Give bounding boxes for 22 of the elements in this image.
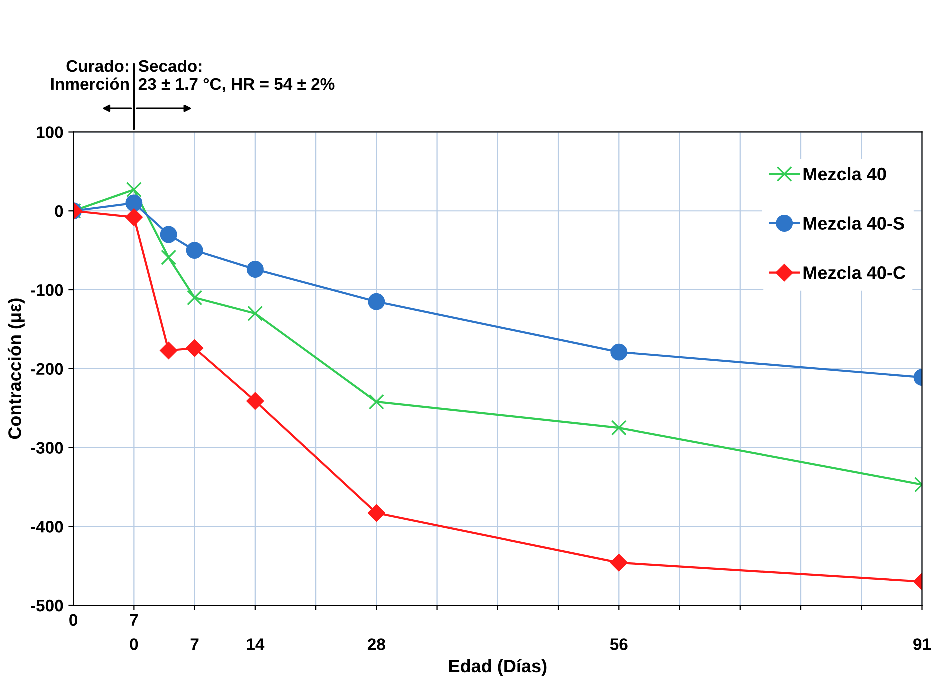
text: Secado: 23 ± 1.7 °C, HR = 54 ± 2% (138, 60, 335, 93)
legend-label: Mezcla 40-S (804, 216, 904, 230)
text: Curado: Inmerción (51, 60, 129, 90)
y-tick-label: -300 (31, 442, 64, 454)
y-axis-title: Contracción (με) (8, 298, 25, 440)
legend-label: Mezcla 40 (804, 167, 886, 181)
y-tick-label: -200 (31, 363, 64, 376)
y-tick-label: -100 (31, 284, 64, 296)
y-tick-label: 0 (55, 206, 64, 218)
x-axis-title: Edad (Días) (449, 659, 547, 676)
y-tick-label: -500 (31, 600, 64, 612)
x-tick-label: 56 (610, 638, 628, 650)
x-tick-label: 91 (914, 638, 932, 650)
x2-tick-label: 7 (130, 614, 138, 626)
x-tick-label: 7 (190, 638, 199, 650)
legend-label: Mezcla 40-C (804, 266, 906, 280)
x2-tick-label: 0 (70, 614, 78, 626)
x-tick-label: 14 (247, 638, 265, 650)
x-tick-label: 0 (130, 638, 138, 650)
y-tick-label: 100 (37, 126, 64, 138)
y-tick-label: -400 (31, 521, 64, 533)
x-tick-label: 28 (368, 638, 386, 650)
